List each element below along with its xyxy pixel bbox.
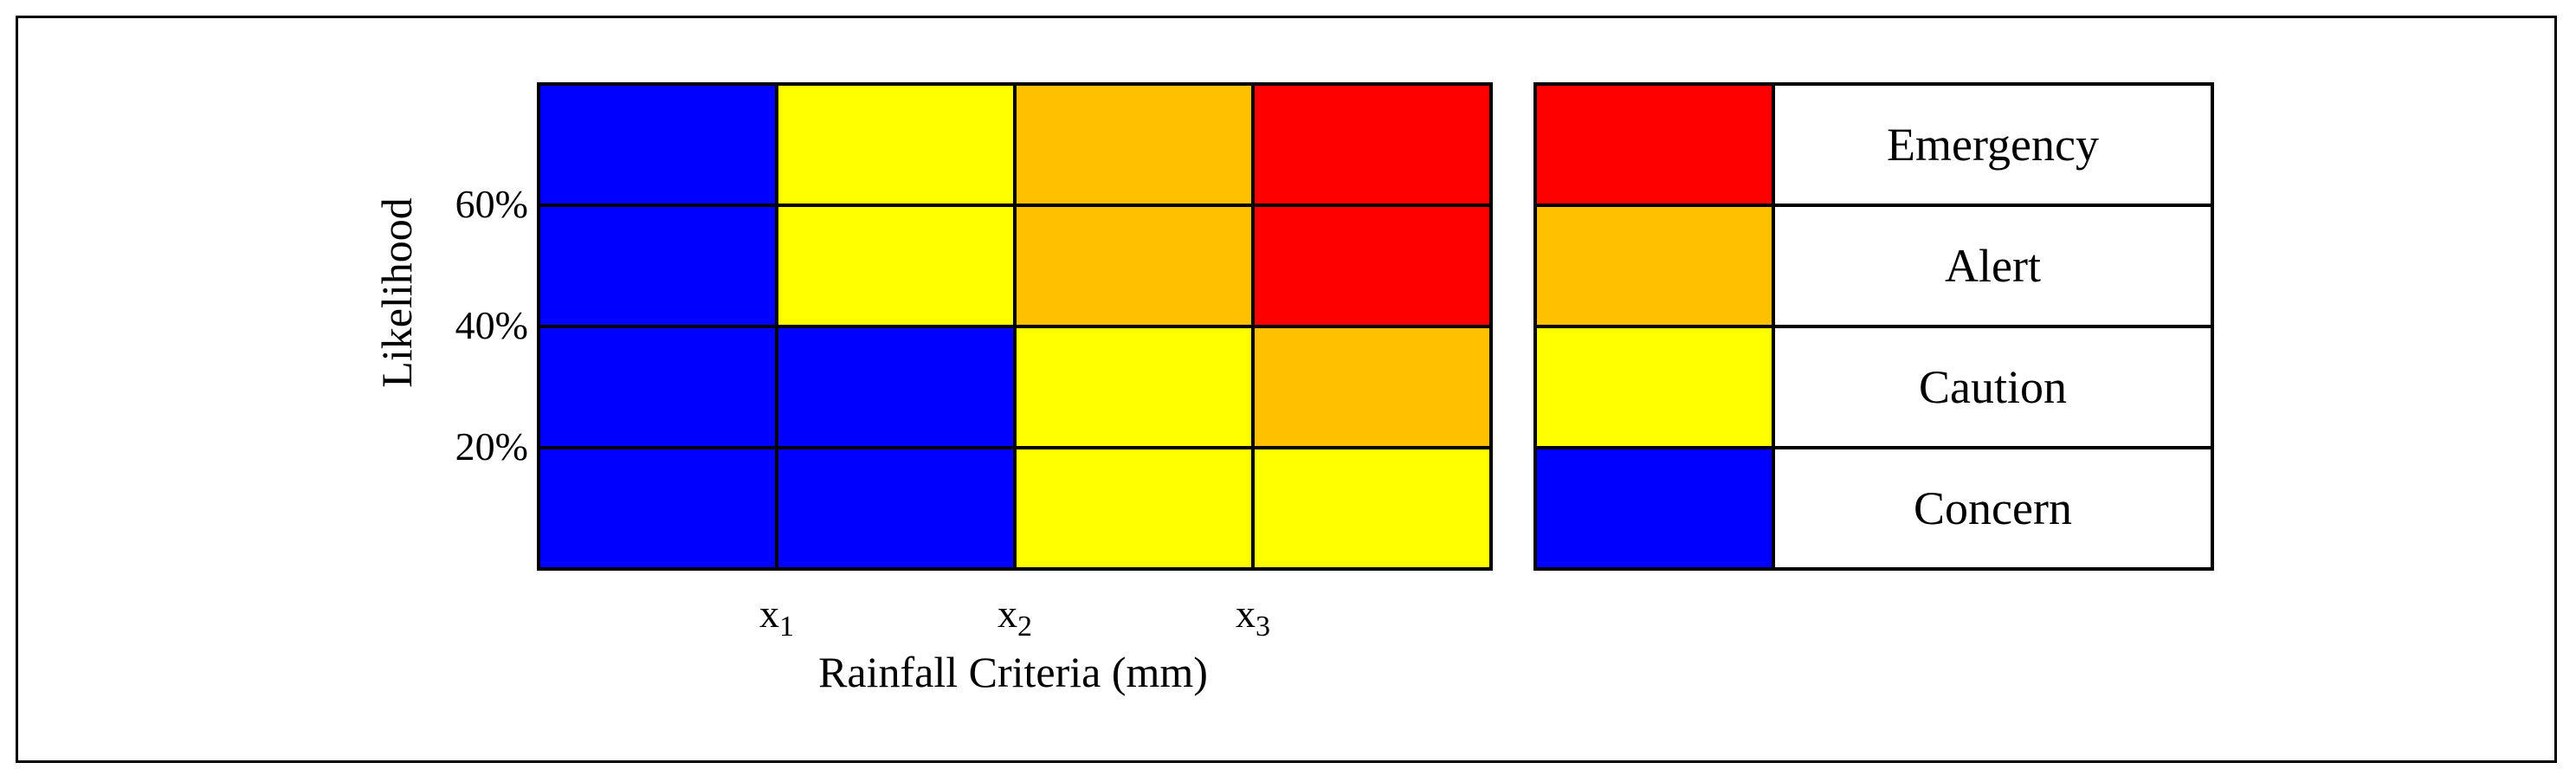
legend-label-caution: Caution xyxy=(1919,361,2067,413)
y-axis-ticks: 20% 40% 60% xyxy=(455,182,528,469)
x-tick-label: x2 xyxy=(997,591,1032,643)
legend-label-cell xyxy=(1772,325,2214,449)
heatmap-grid xyxy=(537,82,1493,571)
x-axis-ticks: x1 x2 x3 xyxy=(759,591,1270,643)
legend-label-cell xyxy=(1772,446,2214,571)
legend-label-cell xyxy=(1772,82,2214,207)
legend-label-concern: Concern xyxy=(1914,482,2072,534)
heatmap-cell-alert xyxy=(1013,204,1255,328)
heatmap-cell-caution xyxy=(1013,446,1255,571)
legend-swatch-alert xyxy=(1533,204,1775,328)
y-tick-label: 20% xyxy=(455,424,528,469)
legend-swatch-caution xyxy=(1533,325,1775,449)
legend-label-emergency: Emergency xyxy=(1887,119,2099,171)
legend-swatch-emergency xyxy=(1533,82,1775,207)
heatmap-cell-alert xyxy=(1251,325,1493,449)
x-tick-label: x1 xyxy=(759,591,794,643)
heatmap-cell-caution xyxy=(1013,325,1255,449)
legend: Emergency Alert Caution Concern xyxy=(1533,82,2214,571)
x-axis-title: Rainfall Criteria (mm) xyxy=(818,648,1208,696)
heatmap-cell-concern xyxy=(537,204,778,328)
x-tick-label: x3 xyxy=(1236,591,1270,643)
legend-swatch-concern xyxy=(1533,446,1775,571)
heatmap-cell-concern xyxy=(537,82,778,207)
legend-label-cell xyxy=(1772,204,2214,328)
heatmap-cell-caution xyxy=(775,204,1017,328)
heatmap-cell-concern xyxy=(775,325,1017,449)
y-axis-title: Likelihood xyxy=(372,197,421,387)
legend-label-alert: Alert xyxy=(1945,240,2041,292)
heatmap-cell-concern xyxy=(537,325,778,449)
heatmap-cell-emergency xyxy=(1251,82,1493,207)
heatmap-cell-concern xyxy=(537,446,778,571)
heatmap-cell-caution xyxy=(1251,446,1493,571)
heatmap-cell-concern xyxy=(775,446,1017,571)
y-tick-label: 60% xyxy=(455,182,528,226)
heatmap-cell-alert xyxy=(1013,82,1255,207)
y-tick-label: 40% xyxy=(455,303,528,347)
heatmap-cell-emergency xyxy=(1251,204,1493,328)
heatmap-cell-caution xyxy=(775,82,1017,207)
